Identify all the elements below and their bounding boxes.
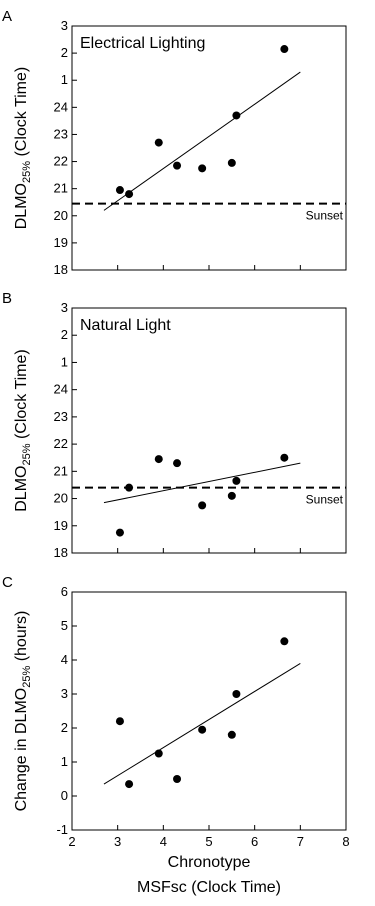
regression-line [103,71,301,211]
panel-letter: A [2,8,12,25]
y-axis-title-main: Change in DLMO [13,688,30,812]
sunset-label: Sunset [306,493,344,507]
y-tick-label: 24 [54,99,68,114]
data-point [227,491,236,500]
plot-frame [71,591,347,831]
x-tick-label: 2 [68,834,75,849]
data-point [173,775,182,783]
y-tick-label: 23 [54,126,68,141]
y-axis-title-subscript: 25% [21,443,33,465]
regression-line [103,462,301,504]
data-point [280,453,289,462]
x-axis-title: Chronotype [168,854,251,871]
y-tick-label: 2 [61,327,68,342]
x-tick-label: 7 [297,834,304,849]
data-point [173,161,182,170]
y-tick-label: 2 [61,720,68,735]
data-point [154,749,163,758]
y-tick-label: 24 [54,382,68,397]
y-tick-label: 3 [61,686,68,701]
panel-letter: B [2,290,12,307]
x-tick-label: 4 [160,834,167,849]
regression-line [103,662,301,785]
y-axis-title-main: DLMO [13,466,30,512]
y-tick-label: 22 [54,436,68,451]
data-point [115,528,124,537]
y-axis-title-subscript: 25% [21,161,33,183]
data-point [280,637,289,646]
y-tick-label: 3 [61,300,68,315]
y-axis-title: DLMO25% (Clock Time) [13,349,33,512]
data-point [198,725,207,734]
y-tick-label: 20 [54,491,68,506]
x-tick-label: 6 [251,834,258,849]
y-tick-label: 21 [54,181,68,196]
data-point [227,158,236,167]
data-point [125,483,134,492]
y-tick-label: 3 [61,18,68,33]
y-tick-label: 0 [61,788,68,803]
y-axis-title: Change in DLMO25% (hours) [13,611,33,812]
y-axis-title-tail: (hours) [13,611,30,666]
x-tick-label: 3 [114,834,121,849]
y-tick-label: 19 [54,518,68,533]
data-point [232,111,241,120]
data-point [227,730,236,739]
data-point [125,780,134,789]
y-tick-label: -1 [56,822,68,837]
data-point [232,690,241,698]
x-tick-label: 5 [205,834,212,849]
y-tick-label: 18 [54,545,68,560]
y-tick-label: 20 [54,208,68,223]
y-tick-label: 19 [54,235,68,250]
plot-frame [71,307,347,554]
y-tick-label: 23 [54,409,68,424]
y-axis-title: DLMO25% (Clock Time) [13,67,33,230]
x-tick-label: 8 [342,834,349,849]
data-point [115,186,124,195]
y-tick-label: 1 [61,72,68,87]
y-tick-label: 4 [61,652,68,667]
data-point [198,164,207,173]
y-tick-label: 1 [61,354,68,369]
data-point [198,501,207,510]
data-point [125,190,134,199]
sunset-label: Sunset [306,209,344,223]
data-point [115,717,124,726]
y-tick-label: 6 [61,584,68,599]
y-tick-label: 1 [61,754,68,769]
data-point [154,455,163,464]
y-axis-title-tail: (Clock Time) [13,67,30,161]
plot-frame [71,25,347,271]
panel-annotation: Electrical Lighting [80,35,205,52]
data-point [173,459,182,468]
y-axis-title-subscript: 25% [21,666,33,688]
y-axis-title-tail: (Clock Time) [13,349,30,443]
panel-c: C -1 0 1 2 3 4 5 6 2 3 4 5 6 7 8 Change in DLMO25% (hour… [2,574,350,896]
y-tick-label: 5 [61,618,68,633]
panel-annotation: Natural Light [80,317,171,334]
y-tick-label: 2 [61,45,68,60]
y-tick-label: 22 [54,154,68,169]
data-point [154,138,163,147]
y-axis-title-main: DLMO [13,183,30,229]
x-axis-title-secondary: MSFsc (Clock Time) [137,879,281,896]
data-point [280,45,289,54]
y-tick-label: 18 [54,262,68,277]
y-tick-label: 21 [54,463,68,478]
data-point [232,476,241,485]
panel-letter: C [2,574,13,591]
